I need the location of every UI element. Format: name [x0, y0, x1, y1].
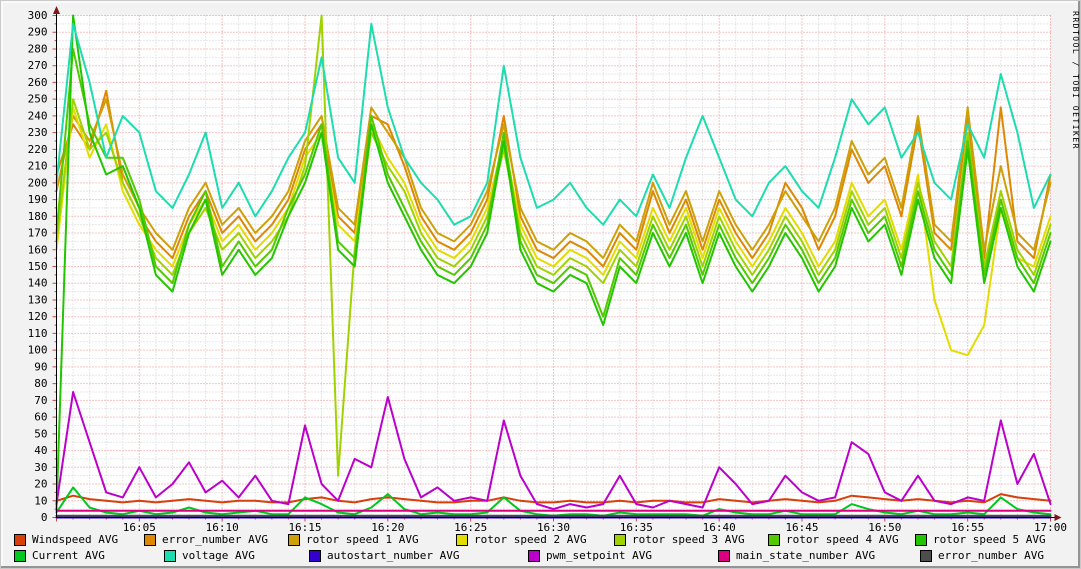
series-rotor_speed_4	[55, 48, 1052, 318]
y-axis-label: 0	[41, 511, 48, 524]
y-axis-label: 270	[28, 59, 48, 72]
x-axis-label: 16:20	[371, 521, 404, 534]
y-axis-label: 250	[28, 93, 48, 106]
watermark: RRDTOOL / TOBI OETIKER	[1071, 11, 1080, 150]
up-arrow-icon	[53, 6, 60, 14]
y-axis-label: 170	[28, 227, 48, 240]
x-axis-label: 16:15	[288, 521, 321, 534]
y-axis-label: 40	[34, 444, 47, 457]
x-axis-label: 16:10	[206, 521, 239, 534]
y-axis-label: 10	[34, 494, 47, 507]
y-axis-label: 70	[34, 394, 47, 407]
y-axis-label: 150	[28, 260, 48, 273]
series-rotor_speed_5	[55, 14, 1052, 511]
series-rotor_speed_3	[55, 14, 1052, 477]
axis-lines	[56, 9, 1058, 518]
series-rotor_speed_2	[55, 106, 1052, 357]
right-arrow-icon	[1054, 514, 1062, 521]
y-axis-label: 290	[28, 26, 48, 39]
y-axis-label: 80	[34, 377, 47, 390]
y-axis-label: 210	[28, 160, 48, 173]
y-axis-label: 190	[28, 193, 48, 206]
y-axis-label: 110	[28, 327, 48, 340]
series-error_number	[55, 89, 1052, 268]
y-axis-label: 120	[28, 310, 48, 323]
y-axis-label: 240	[28, 109, 48, 122]
series-windspeed	[55, 493, 1052, 504]
series-rotor_speed_1	[55, 98, 1052, 260]
x-axis-label: 16:35	[620, 521, 653, 534]
x-axis-label: 16:50	[868, 521, 901, 534]
y-axis-label: 220	[28, 143, 48, 156]
x-axis-label: 16:25	[454, 521, 487, 534]
y-axis-label: 60	[34, 411, 47, 424]
x-axis-label: 16:45	[785, 521, 818, 534]
y-axis-label: 50	[34, 427, 47, 440]
y-axis-label: 180	[28, 210, 48, 223]
y-axis-label: 160	[28, 243, 48, 256]
y-axis-label: 280	[28, 42, 48, 55]
y-axis-label: 140	[28, 277, 48, 290]
x-axis-label: 16:40	[703, 521, 736, 534]
x-axis-label: 16:55	[951, 521, 984, 534]
y-axis-label: 130	[28, 293, 48, 306]
x-axis-label: 16:05	[123, 521, 156, 534]
y-axis-label: 260	[28, 76, 48, 89]
y-axis-label: 200	[28, 176, 48, 189]
y-axis-label: 20	[34, 478, 47, 491]
x-axis-label: 17:00	[1034, 521, 1067, 534]
y-axis-label: 300	[28, 9, 48, 22]
y-axis-label: 230	[28, 126, 48, 139]
y-axis-label: 100	[28, 344, 48, 357]
series-pwm_setpoint	[55, 391, 1052, 511]
y-axis-label: 90	[34, 360, 47, 373]
y-axis-label: 30	[34, 461, 47, 474]
x-axis-label: 16:30	[537, 521, 570, 534]
series-voltage	[55, 22, 1052, 226]
